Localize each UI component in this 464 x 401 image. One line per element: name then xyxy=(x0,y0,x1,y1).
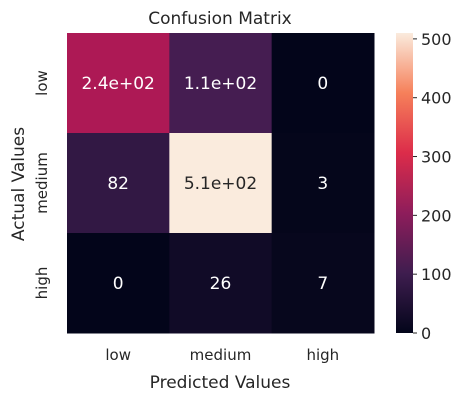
heatmap-cell-medium-medium xyxy=(169,133,273,234)
x-tick-label: high xyxy=(306,346,339,364)
colorbar-tick-label: 100 xyxy=(421,265,452,284)
colorbar-tick-label: 200 xyxy=(421,206,452,225)
colorbar-ticks: 0 100 200 300 400 500 xyxy=(413,30,452,343)
heatmap-cell-medium-low xyxy=(67,133,170,234)
cell-annotation: 2.4e+02 xyxy=(81,74,154,94)
x-axis-label: Predicted Values xyxy=(150,373,291,393)
colorbar-tick-label: 300 xyxy=(421,148,452,167)
cell-annotation: 82 xyxy=(107,174,129,194)
cell-annotation: 7 xyxy=(317,274,328,294)
heatmap-cell-high-low xyxy=(67,233,170,334)
heatmap-cell-medium-high xyxy=(271,133,375,234)
cell-annotation: 5.1e+02 xyxy=(184,174,257,194)
colorbar-tick-label: 0 xyxy=(421,324,431,343)
colorbar xyxy=(396,33,413,333)
y-tick-label: medium xyxy=(33,152,51,214)
colorbar-tick-label: 400 xyxy=(421,89,452,108)
y-tick-label: low xyxy=(33,70,51,96)
heatmap-cell-low-low xyxy=(67,33,170,134)
heatmap-cell-low-high xyxy=(271,33,375,134)
heatmap-cell-low-medium xyxy=(169,33,273,134)
cell-annotation: 26 xyxy=(210,274,232,294)
y-axis-label: Actual Values xyxy=(9,127,29,241)
x-tick-label: low xyxy=(105,346,131,364)
x-tick-label: medium xyxy=(190,346,252,364)
y-tick-labels: low medium high xyxy=(33,70,51,299)
y-tick-label: high xyxy=(33,267,51,300)
cell-annotation: 0 xyxy=(317,74,328,94)
cell-annotation: 1.1e+02 xyxy=(184,74,257,94)
heatmap-cells: 2.4e+02 1.1e+02 0 82 5.1e+02 3 0 26 7 xyxy=(67,33,375,334)
cell-annotation: 3 xyxy=(317,174,328,194)
x-tick-labels: low medium high xyxy=(105,346,339,364)
heatmap-cell-high-high xyxy=(271,233,375,334)
chart-title: Confusion Matrix xyxy=(148,9,292,29)
colorbar-tick-label: 500 xyxy=(421,30,452,49)
heatmap-cell-high-medium xyxy=(169,233,273,334)
cell-annotation: 0 xyxy=(113,274,124,294)
